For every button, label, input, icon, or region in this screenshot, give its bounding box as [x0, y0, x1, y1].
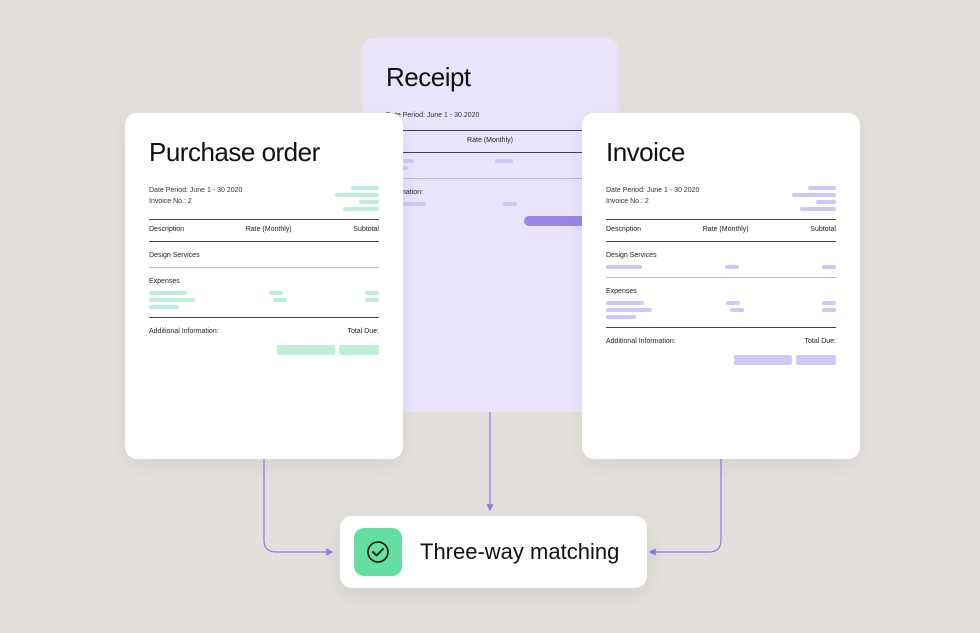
invoice-col-desc: Description [606, 226, 641, 233]
receipt-additional: Information: [386, 189, 594, 196]
po-row [149, 291, 379, 295]
invoice-header-bars [792, 186, 836, 211]
invoice-total-bars [606, 355, 836, 365]
receipt-row [386, 202, 594, 206]
po-row [149, 298, 379, 302]
receipt-col-rate: Rate (Monthly) [467, 137, 513, 144]
invoice-section-design: Design Services [606, 252, 836, 259]
invoice-date: Date Period: June 1 - 30 2020 [606, 186, 699, 197]
invoice-row [606, 265, 836, 269]
invoice-total-due: Total Due: [804, 338, 836, 345]
result-label: Three-way matching [420, 539, 619, 565]
po-row [149, 305, 379, 309]
po-total-due: Total Due: [347, 328, 379, 335]
invoice-title: Invoice [606, 137, 836, 168]
po-date: Date Period: June 1 - 30 2020 [149, 186, 242, 197]
invoice-row [606, 315, 836, 319]
po-title: Purchase order [149, 137, 379, 168]
result-box: Three-way matching [340, 516, 647, 588]
invoice-additional: Additional Information: [606, 338, 676, 345]
invoice-col-sub: Subtotal [810, 226, 836, 233]
po-section-design: Design Services [149, 252, 379, 259]
invoice-card: Invoice Date Period: June 1 - 30 2020 In… [582, 113, 860, 459]
po-col-sub: Subtotal [353, 226, 379, 233]
po-section-expenses: Expenses [149, 278, 379, 285]
receipt-title: Receipt [386, 62, 594, 93]
receipt-total-bar [386, 216, 594, 226]
po-invoiceno: Invoice No.: 2 [149, 197, 242, 208]
po-total-bars [149, 345, 379, 355]
po-col-desc: Description [149, 226, 184, 233]
invoice-row [606, 301, 836, 305]
invoice-col-rate: Rate (Monthly) [703, 226, 749, 233]
invoice-invoiceno: Invoice No.: 2 [606, 197, 699, 208]
invoice-row [606, 308, 836, 312]
receipt-row [386, 159, 594, 163]
po-additional: Additional Information: [149, 328, 219, 335]
connector-left [264, 459, 332, 552]
connector-right [650, 459, 721, 552]
po-col-rate: Rate (Monthly) [246, 226, 292, 233]
invoice-section-expenses: Expenses [606, 288, 836, 295]
check-icon [354, 528, 402, 576]
po-header-bars [335, 186, 379, 211]
receipt-row [386, 166, 594, 170]
purchase-order-card: Purchase order Date Period: June 1 - 30 … [125, 113, 403, 459]
